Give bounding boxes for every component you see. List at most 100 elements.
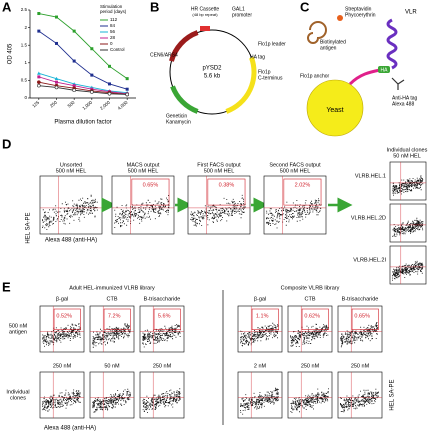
marker bbox=[55, 80, 58, 84]
plot-frame bbox=[39, 305, 85, 353]
marker bbox=[125, 87, 129, 91]
marker bbox=[108, 64, 111, 68]
hr-box bbox=[200, 26, 210, 31]
events bbox=[92, 323, 131, 348]
plasmid-name: pYSD2 bbox=[202, 66, 222, 72]
plot-title: 500 nM HEL bbox=[204, 168, 235, 174]
x-axis-label: Plasma dilution factor bbox=[54, 120, 111, 126]
plot-title: 500 nM HEL bbox=[128, 168, 159, 174]
gate-pct: 0.38% bbox=[219, 182, 235, 188]
marker bbox=[37, 83, 41, 88]
column-title: β-gal bbox=[254, 296, 266, 302]
plot-frame bbox=[287, 305, 333, 353]
legend-label: 28 bbox=[110, 35, 116, 40]
events bbox=[340, 388, 379, 413]
panel-label: A bbox=[2, 0, 12, 14]
yeast bbox=[306, 79, 364, 137]
marker bbox=[55, 41, 58, 45]
marker bbox=[125, 92, 129, 97]
y-axis-label: OD 405 bbox=[8, 43, 14, 64]
clones-title: 50 nM HEL bbox=[393, 153, 421, 159]
events bbox=[142, 388, 181, 413]
series-line bbox=[38, 76, 128, 95]
x-tick-label: 4,000 bbox=[117, 100, 129, 111]
x-tick-label: 250 bbox=[49, 100, 58, 109]
ha-tag bbox=[378, 66, 390, 73]
panel-label: C bbox=[300, 0, 310, 14]
clone-label: VLRB.HEL.2I bbox=[353, 257, 386, 263]
legend-title: Stimulation bbox=[100, 4, 123, 9]
hr-label: (48 bp repeat) bbox=[192, 12, 218, 17]
gate-pct: 0.62% bbox=[304, 313, 320, 319]
c-label: Streptavidin bbox=[345, 6, 372, 12]
conc-label: 250 nM bbox=[53, 363, 72, 369]
panel-label: D bbox=[2, 136, 11, 151]
conc-label: 250 nM bbox=[153, 363, 172, 369]
y-tick-label: 0 bbox=[24, 95, 27, 100]
y-tick-label: 1 bbox=[24, 60, 27, 65]
marker bbox=[54, 76, 59, 81]
ha-label: HA bbox=[381, 67, 389, 73]
c-label: Biotinylated bbox=[320, 39, 346, 45]
gate bbox=[283, 178, 322, 206]
marker bbox=[37, 75, 41, 79]
hr-label: HR Cassette bbox=[191, 6, 220, 12]
gate-pct: 0.65% bbox=[143, 182, 159, 188]
x-tick-label: 125 bbox=[31, 100, 40, 109]
row-label: clones bbox=[10, 395, 26, 401]
marker bbox=[90, 90, 94, 94]
gate bbox=[153, 308, 181, 331]
gate bbox=[207, 178, 246, 206]
gate bbox=[301, 308, 329, 331]
plot-title: Unsorted bbox=[60, 162, 82, 168]
y-axis-label: HEL SA-PE bbox=[26, 212, 32, 243]
column-title: CTB bbox=[107, 296, 118, 302]
plot-title: MACS output bbox=[127, 162, 160, 168]
flo1p-arc bbox=[225, 56, 257, 114]
y-tick-label: 2.5 bbox=[21, 7, 28, 12]
feature-label: Kanamycin bbox=[166, 119, 191, 125]
events bbox=[240, 387, 279, 415]
events bbox=[266, 198, 322, 229]
series-line bbox=[38, 81, 128, 95]
marker bbox=[125, 77, 129, 81]
legend-label: Control bbox=[110, 47, 125, 52]
events bbox=[42, 323, 81, 347]
x-tick-label: 1,000 bbox=[81, 100, 93, 111]
y-tick-label: 1.5 bbox=[21, 42, 28, 47]
marker bbox=[37, 29, 41, 33]
gate bbox=[103, 308, 131, 331]
events bbox=[142, 324, 181, 348]
gate-pct: 5.6% bbox=[158, 313, 171, 319]
marker bbox=[37, 80, 41, 84]
events bbox=[114, 195, 170, 228]
gate bbox=[351, 308, 379, 331]
vlr bbox=[386, 18, 398, 70]
x-axis-label: Alexa 488 (anti-HA) bbox=[44, 426, 96, 432]
gate-pct: 0.52% bbox=[56, 313, 72, 319]
gate-pct: 7.2% bbox=[108, 313, 121, 319]
marker bbox=[90, 47, 94, 51]
plasmid-size: 5.6 kb bbox=[204, 74, 221, 80]
legend-title: period (days) bbox=[100, 9, 127, 14]
conc-label: 50 nM bbox=[104, 363, 120, 369]
c-label: Alexa 488 bbox=[392, 101, 414, 107]
y-tick-label: 2 bbox=[24, 25, 27, 30]
feature-label: Geneticin bbox=[166, 113, 187, 119]
marker bbox=[37, 71, 41, 75]
events bbox=[340, 322, 379, 348]
plot-title: First FACS output bbox=[197, 162, 241, 168]
panel-label: E bbox=[2, 279, 11, 294]
series-line bbox=[38, 72, 128, 94]
marker bbox=[54, 85, 59, 90]
marker bbox=[107, 91, 112, 96]
feature-label: promoter bbox=[232, 12, 252, 18]
marker bbox=[72, 88, 76, 93]
c-label: antigen bbox=[320, 45, 337, 51]
plot-frame bbox=[139, 371, 185, 419]
gate bbox=[251, 308, 279, 331]
events bbox=[392, 217, 424, 237]
feature-label: Flo1p bbox=[258, 69, 271, 75]
marker bbox=[72, 84, 76, 88]
gate-pct: 0.65% bbox=[354, 313, 370, 319]
